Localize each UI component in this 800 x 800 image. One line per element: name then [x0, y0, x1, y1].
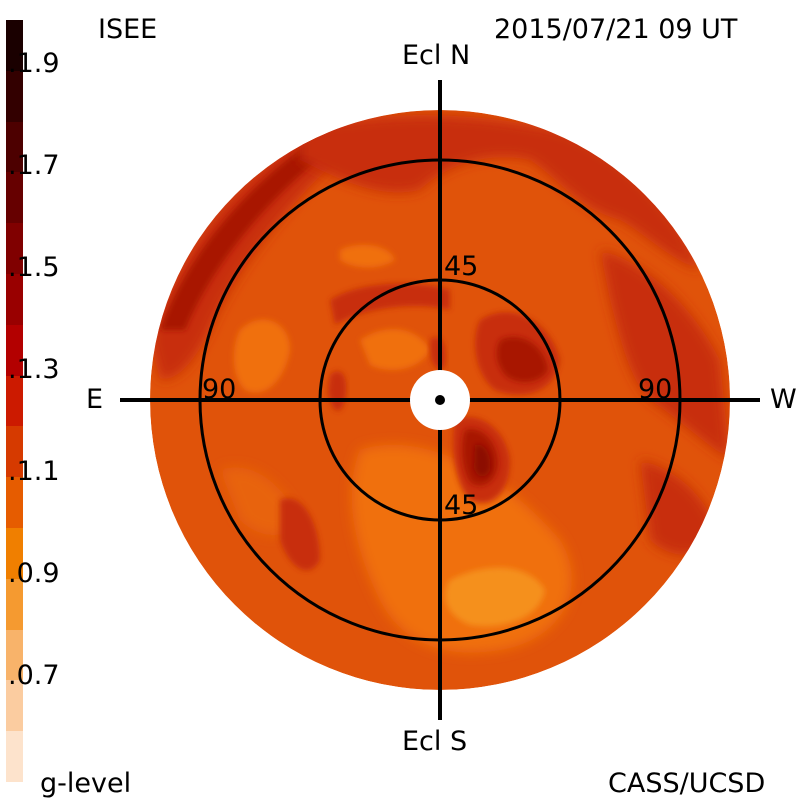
east-axis-label: E — [86, 384, 104, 415]
west-axis-label: W — [770, 384, 797, 415]
colorbar-segment — [6, 527, 23, 579]
colorbar-segment — [6, 172, 23, 224]
colorbar-tick-0-7: .0.7 — [8, 660, 60, 691]
north-axis-label: Ecl N — [402, 40, 471, 71]
colorbar-segment — [6, 20, 23, 71]
colorbar-segment — [6, 477, 23, 528]
datetime-label: 2015/07/21 09 UT — [494, 14, 738, 45]
colorbar-tick-1-9: .1.9 — [8, 48, 60, 79]
colorbar-segment — [6, 578, 23, 630]
instrument-label: ISEE — [98, 14, 158, 45]
colorbar-tick-1-1: .1.1 — [8, 456, 60, 487]
colorbar-segment — [6, 680, 23, 732]
g-level-colorbar — [6, 20, 23, 782]
colorbar-segment — [6, 629, 23, 681]
colorbar-tick-1-3: .1.3 — [8, 354, 60, 385]
colorbar-segment — [6, 426, 23, 478]
colorbar-segment — [6, 121, 23, 173]
colorbar-title: g-level — [40, 768, 132, 799]
colorbar-tick-1-5: .1.5 — [8, 252, 60, 283]
ring-label-outer-right: 90 — [638, 374, 673, 405]
colorbar-segment — [6, 324, 23, 376]
credit-label: CASS/UCSD — [608, 768, 766, 799]
south-axis-label: Ecl S — [402, 726, 468, 757]
ring-label-inner-bottom: 45 — [444, 490, 479, 521]
colorbar-tick-1-7: .1.7 — [8, 150, 60, 181]
center-dot — [435, 395, 445, 405]
colorbar-segment — [6, 375, 23, 427]
ring-label-inner-top: 45 — [444, 251, 479, 282]
ring-label-outer-left: 90 — [202, 374, 237, 405]
colorbar-segment — [6, 70, 23, 122]
colorbar-segment — [6, 223, 23, 274]
colorbar-segment — [6, 273, 23, 325]
colorbar-segment — [6, 731, 23, 782]
colorbar-tick-0-9: .0.9 — [8, 558, 60, 589]
